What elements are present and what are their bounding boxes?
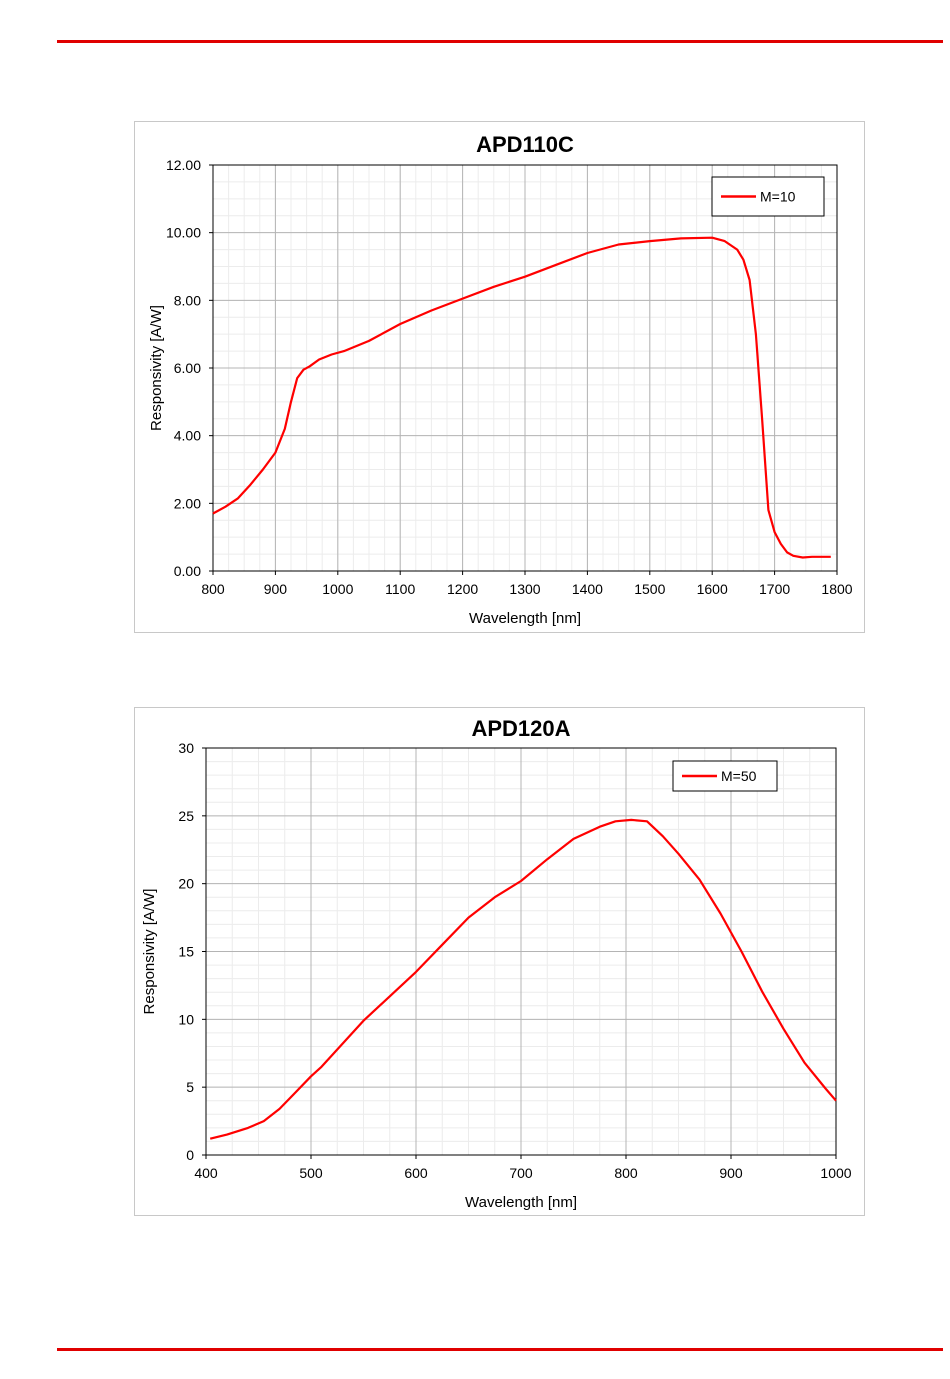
x-tick-label: 800 [201, 581, 225, 597]
x-tick-label: 800 [614, 1165, 638, 1181]
y-tick-label: 30 [178, 740, 194, 756]
x-tick-label: 400 [194, 1165, 218, 1181]
legend-label: M=10 [760, 189, 796, 205]
y-tick-label: 10.00 [166, 225, 201, 241]
header-rule [57, 40, 943, 43]
x-tick-label: 1000 [820, 1165, 851, 1181]
series-line [209, 818, 837, 1140]
y-axis-label: Responsivity [A/W] [141, 889, 158, 1015]
y-tick-label: 25 [178, 808, 194, 824]
legend-box [672, 760, 778, 792]
x-tick-label: 500 [299, 1165, 323, 1181]
x-tick-label: 1700 [759, 581, 790, 597]
series-line [212, 236, 831, 559]
x-tick-label: 1300 [509, 581, 540, 597]
x-axis-label: Wavelength [nm] [469, 610, 581, 627]
y-tick-label: 0 [186, 1147, 194, 1163]
x-tick-label: 1000 [322, 581, 353, 597]
y-tick-label: 15 [178, 944, 194, 960]
y-tick-label: 10 [178, 1011, 194, 1027]
chart-title: APD120A [471, 716, 570, 741]
chart-title: APD110C [476, 132, 574, 157]
y-tick-label: 6.00 [174, 360, 201, 376]
x-tick-label: 1100 [385, 581, 415, 597]
x-tick-label: 900 [264, 581, 288, 597]
x-tick-label: 1400 [572, 581, 603, 597]
x-tick-label: 1600 [697, 581, 728, 597]
chart-apd110c: APD110C 800 900 1000 1100 1200 1300 1400 1500 160… [134, 121, 865, 633]
x-tick-label: 600 [404, 1165, 428, 1181]
chart-apd120a-svg: APD120A 400 500 600 700 800 900 1000 0 5 10 15 20 25 3… [141, 716, 852, 1211]
y-tick-label: 12.00 [166, 157, 201, 173]
y-tick-label: 2.00 [174, 495, 201, 511]
y-tick-label: 0.00 [174, 563, 201, 579]
chart-apd110c-svg: APD110C 800 900 1000 1100 1200 1300 1400 1500 160… [148, 132, 853, 627]
x-tick-label: 1500 [634, 581, 665, 597]
x-tick-label: 1200 [447, 581, 478, 597]
x-tick-label: 900 [719, 1165, 743, 1181]
x-tick-label: 1800 [821, 581, 852, 597]
y-axis-label: Responsivity [A/W] [148, 305, 165, 431]
y-tick-label: 5 [186, 1079, 194, 1095]
x-tick-label: 700 [509, 1165, 533, 1181]
y-tick-label: 8.00 [174, 292, 201, 308]
y-tick-label: 4.00 [174, 428, 201, 444]
chart-apd120a: APD120A 400 500 600 700 800 900 1000 0 5 10 15 20 25 3… [134, 707, 865, 1216]
footer-rule [57, 1348, 943, 1351]
legend-label: M=50 [721, 768, 757, 784]
y-tick-label: 20 [178, 876, 194, 892]
x-axis-label: Wavelength [nm] [465, 1194, 577, 1211]
